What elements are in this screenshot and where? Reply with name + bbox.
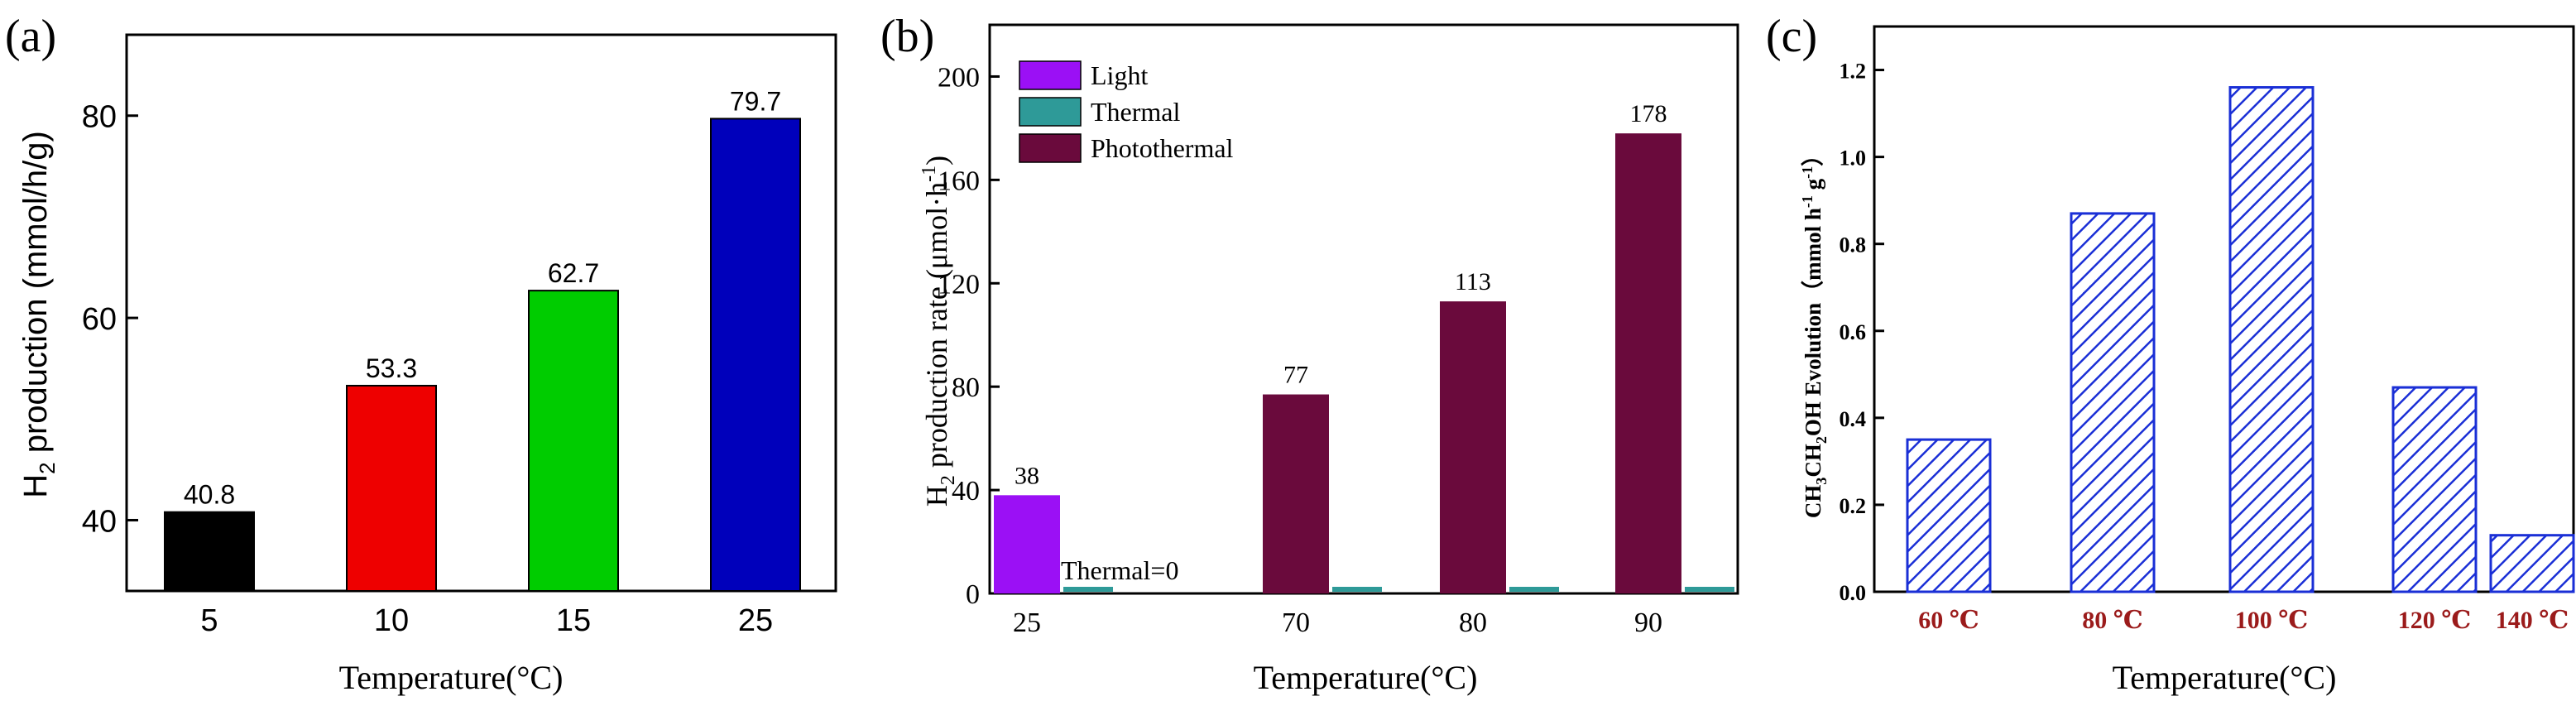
y-tick-label-b: 80: [952, 372, 980, 403]
y-tick-label-b: 0: [966, 579, 980, 610]
legend-swatch: [1019, 60, 1082, 90]
y-axis-title-b: H2 production rate (μmol·h-1): [919, 156, 959, 507]
bars-a: 40.8 53.3 62.7 79.7: [164, 86, 801, 593]
legend-b: Light Thermal Photothermal: [1019, 60, 1234, 163]
plot-area-b: [988, 23, 1739, 595]
bar-thermal: [1509, 587, 1559, 592]
bar-thermal: [1063, 587, 1113, 592]
x-tick-label-b: 80: [1459, 608, 1487, 638]
annotation-thermal-zero: Thermal=0: [1061, 555, 1178, 585]
x-axis-title-b: Temperature(°C): [1254, 659, 1478, 696]
y-tick-label-b: 160: [938, 166, 980, 196]
y-tick-label-a: 80: [82, 100, 117, 135]
y-axis-title-a: H2 production (mmol/h/g): [17, 131, 60, 498]
x-axis-c: 60 ℃ 80 ℃ 100 ℃ 120 ℃ 140 ℃: [1918, 607, 2569, 634]
bar-photothermal: [1263, 394, 1329, 593]
x-tick-label-a: 5: [200, 603, 218, 638]
x-axis-b: 25 70 80 90: [1013, 608, 1662, 638]
panel-b: (b) 0 40 80 120 160 200 38 77 113 178 25 70 80 90 L…: [880, 11, 1739, 696]
legend-label: Thermal: [1091, 97, 1181, 127]
x-tick-label-c: 80 ℃: [2082, 607, 2142, 634]
bar-light: [994, 495, 1060, 593]
x-tick-label-c: 140 ℃: [2496, 607, 2569, 634]
x-tick-label-a: 10: [374, 603, 409, 638]
legend-label: Light: [1091, 60, 1148, 90]
x-tick-label-a: 15: [556, 603, 591, 638]
bar-c: [2228, 86, 2315, 593]
data-label-a: 79.7: [730, 86, 781, 116]
bars-b: 38 77 113 178: [994, 100, 1734, 593]
data-label-b: 178: [1630, 100, 1667, 127]
panel-a: (a) 40 60 80 40.8 53.3 62.7 79.7 5 10 15 25 Temp…: [5, 11, 837, 696]
bars-c: [1906, 86, 2575, 593]
y-axis-a: 40 60 80: [82, 100, 138, 539]
y-tick-label-c: 0.6: [1840, 320, 1867, 344]
bar-c: [2489, 534, 2575, 593]
x-tick-label-b: 25: [1013, 608, 1041, 638]
y-tick-label-c: 0.4: [1840, 407, 1867, 431]
y-tick-label-c: 0.2: [1840, 494, 1867, 518]
y-axis-title-c: CH3CH2OH Evolution（mmol h-1 g-1）: [1799, 144, 1830, 518]
legend-swatch: [1019, 133, 1082, 163]
x-tick-label-c: 100 ℃: [2235, 607, 2308, 634]
x-axis-a: 5 10 15 25: [200, 603, 773, 638]
bar-a: [164, 511, 255, 592]
y-tick-label-b: 40: [952, 476, 980, 507]
bar-photothermal: [1615, 133, 1681, 593]
x-axis-title-a: Temperature(°C): [339, 659, 564, 696]
y-axis-b: 0 40 80 120 160 200: [938, 62, 1000, 610]
y-tick-label-c: 0.0: [1840, 581, 1867, 605]
bar-thermal: [1685, 587, 1734, 592]
panel-c: (c) 0.0 0.2 0.4 0.6 0.8 1.0 1.2 60 ℃ 80 ℃ 100 ℃ 1…: [1766, 11, 2575, 696]
x-tick-label-c: 60 ℃: [1918, 607, 1979, 634]
y-tick-label-c: 1.0: [1840, 146, 1867, 170]
data-label-a: 53.3: [366, 353, 417, 383]
data-label-a: 62.7: [548, 258, 599, 288]
y-tick-label-b: 120: [938, 269, 980, 300]
data-label-b: 113: [1455, 268, 1491, 295]
x-tick-label-c: 120 ℃: [2398, 607, 2471, 634]
panel-label-a: (a): [5, 11, 56, 62]
y-tick-label-c: 1.2: [1840, 60, 1867, 84]
legend-swatch: [1019, 97, 1082, 127]
x-tick-label-a: 25: [738, 603, 773, 638]
bar-a: [710, 118, 801, 593]
bar-c: [2391, 386, 2478, 593]
bar-c: [1906, 438, 1992, 593]
y-axis-c: 0.0 0.2 0.4 0.6 0.8 1.0 1.2: [1840, 60, 1884, 605]
bar-a: [528, 290, 619, 592]
data-label-a: 40.8: [184, 480, 235, 510]
panel-label-c: (c): [1766, 11, 1817, 62]
panel-label-b: (b): [880, 11, 934, 62]
data-label-b: 77: [1283, 362, 1308, 389]
legend-label: Photothermal: [1091, 133, 1234, 163]
y-tick-label-a: 40: [82, 504, 117, 539]
bar-photothermal: [1440, 301, 1506, 593]
bar-a: [346, 384, 437, 593]
x-tick-label-b: 70: [1282, 608, 1310, 638]
bar-thermal: [1332, 587, 1382, 592]
y-tick-label-c: 0.8: [1840, 233, 1867, 257]
bar-c: [2070, 212, 2156, 593]
x-tick-label-b: 90: [1634, 608, 1662, 638]
x-axis-title-c: Temperature(°C): [2113, 659, 2337, 696]
y-tick-label-b: 200: [938, 62, 980, 93]
y-tick-label-a: 60: [82, 302, 117, 337]
data-label-b: 38: [1015, 462, 1039, 489]
